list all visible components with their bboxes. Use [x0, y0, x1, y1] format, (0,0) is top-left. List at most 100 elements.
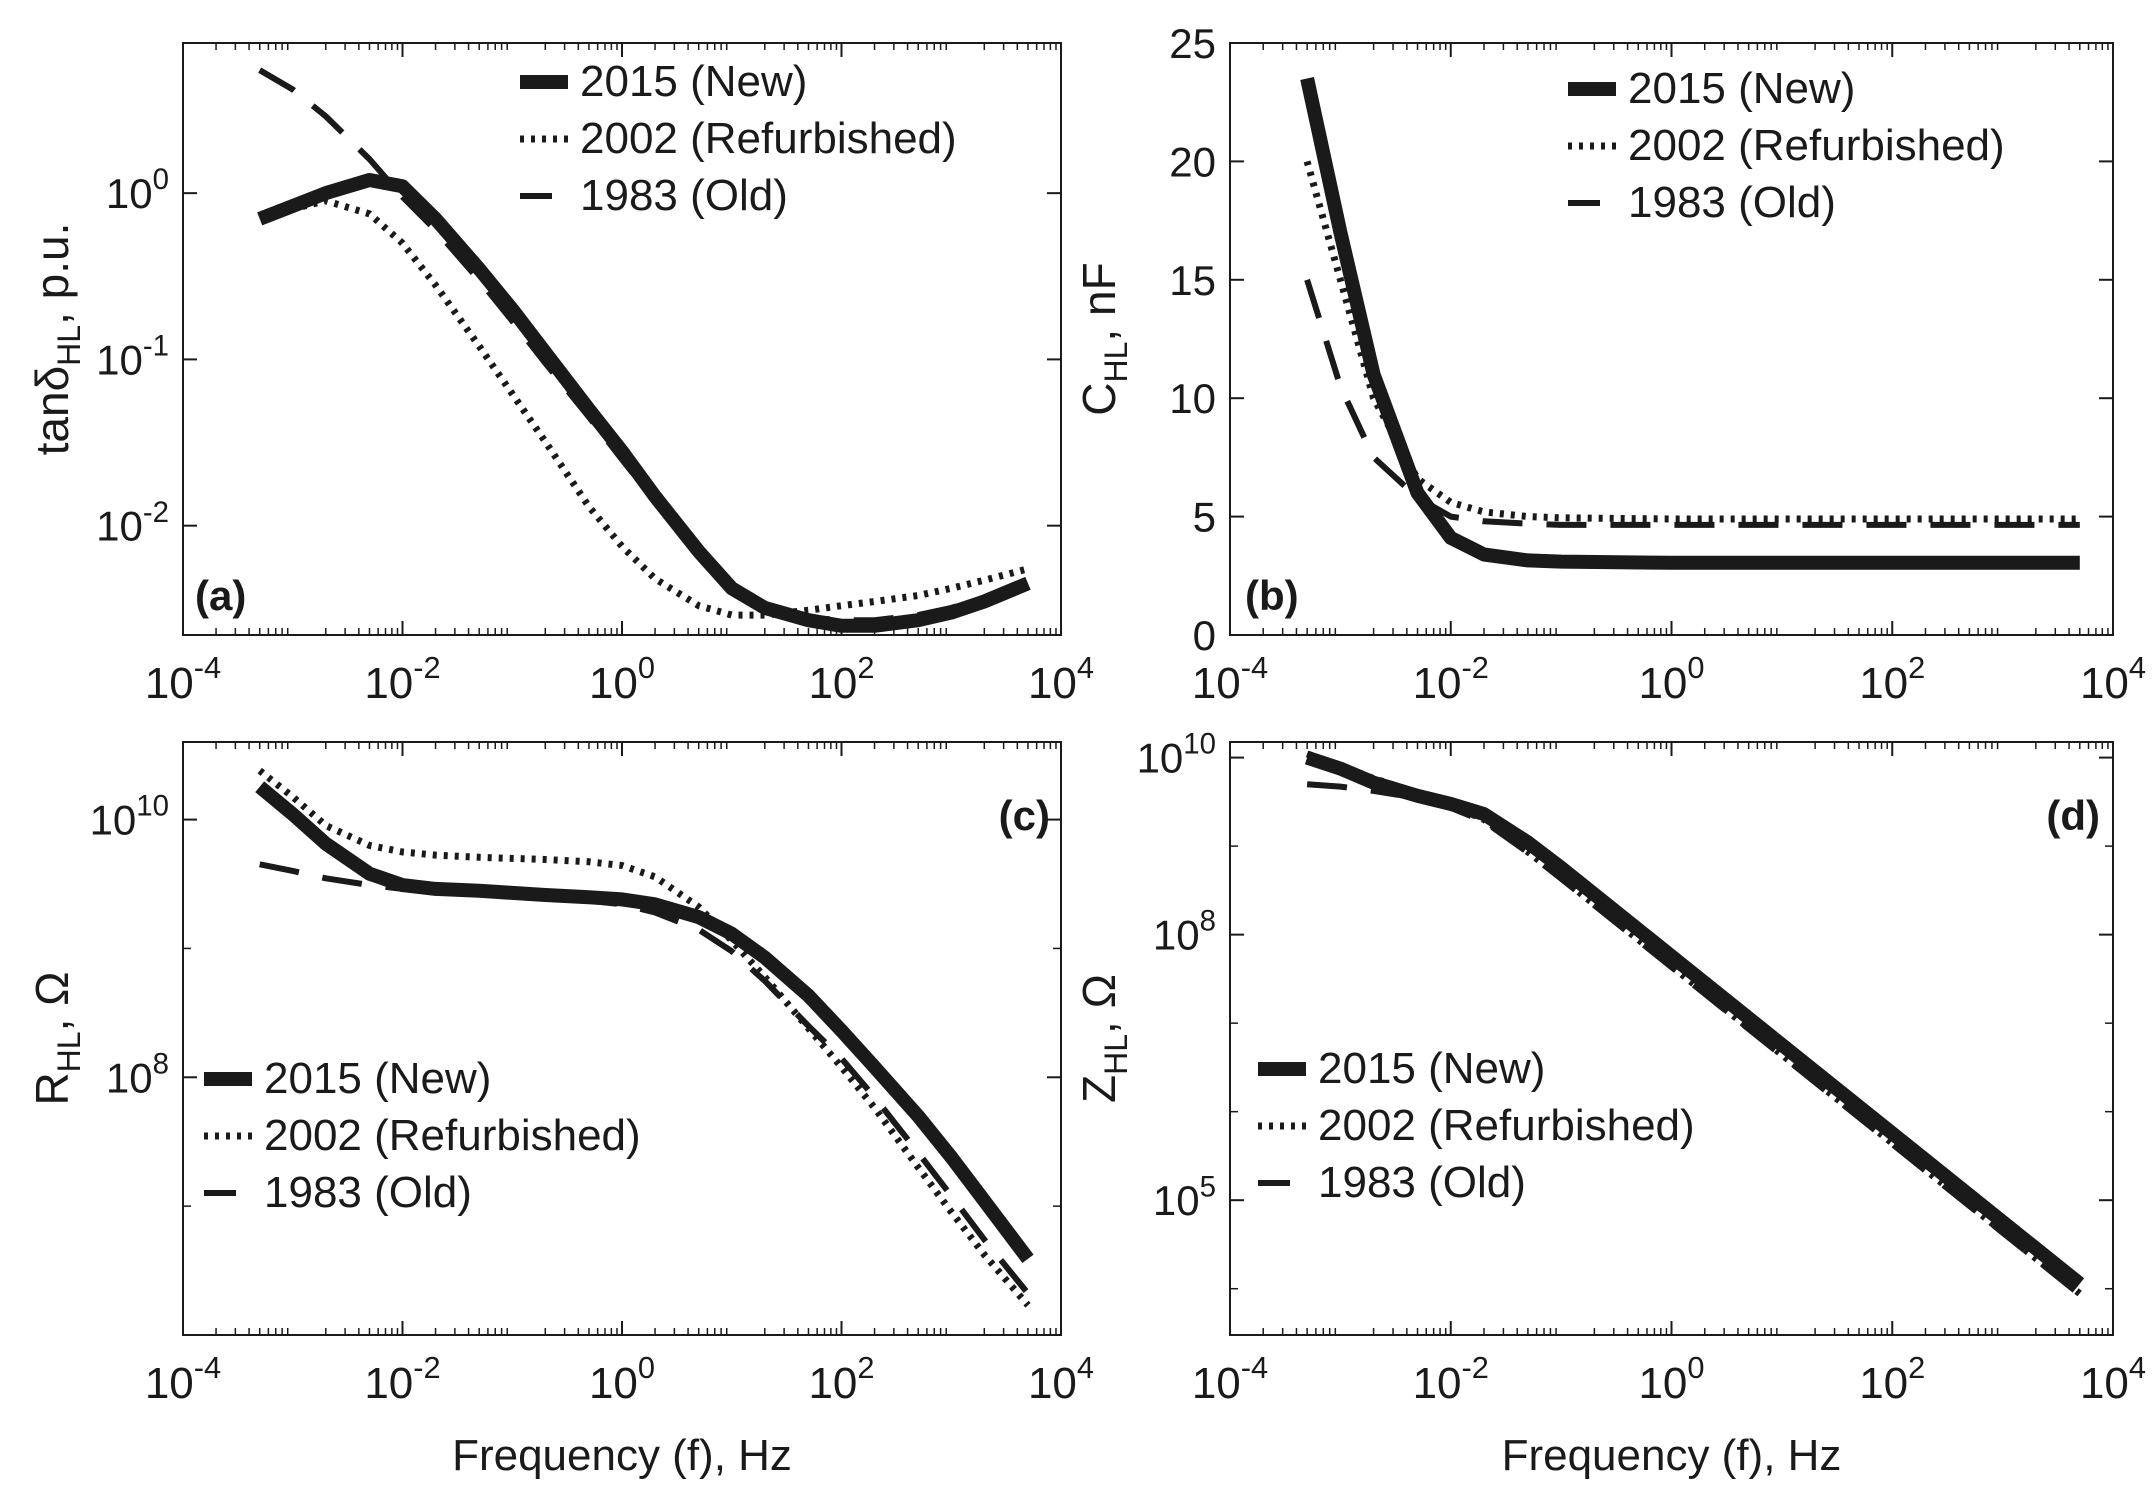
x-tick-label-base: 10	[1413, 1359, 1462, 1408]
series-group	[1304, 750, 2085, 1297]
x-tick-label-exponent: 0	[638, 650, 655, 685]
x-tick-label: 10-4	[1192, 650, 1268, 708]
x-tick-label-base: 10	[589, 1359, 638, 1408]
data-point	[653, 577, 657, 581]
series-line-solid	[1300, 77, 2080, 570]
y-axis-label-main: C	[1073, 382, 1125, 415]
x-tick-label-exponent: 2	[857, 650, 874, 685]
y-tick-label-exponent: 8	[153, 1047, 169, 1080]
y-tick-label-base: 10	[106, 1054, 153, 1101]
y-tick-label: 100	[106, 163, 169, 217]
y-tick-label: 1010	[1137, 728, 1216, 782]
data-point	[873, 1095, 877, 1099]
x-tick-label-exponent: -4	[1241, 1350, 1268, 1385]
data-point	[2078, 517, 2082, 521]
y-tick-label: 0	[1193, 612, 1216, 659]
series-group	[257, 67, 1031, 633]
series-group	[255, 767, 1034, 1308]
y-axis-label-main: R	[26, 1072, 78, 1105]
y-tick-label-base: 10	[96, 503, 143, 550]
legend-label: 2015 (New)	[1628, 64, 1855, 113]
y-tick-label: 5	[1193, 494, 1216, 541]
series-line-dotted	[257, 767, 1031, 1308]
x-axis-label: Frequency (f), Hz	[1502, 1431, 1842, 1480]
x-tick-label-exponent: 0	[1687, 1350, 1704, 1385]
y-tick-label: 25	[1169, 20, 1216, 67]
legend-label: 1983 (Old)	[1318, 1158, 1526, 1207]
data-point	[916, 1151, 920, 1155]
y-tick-label: 108	[1153, 905, 1216, 959]
y-tick-label-exponent: 0	[153, 163, 169, 196]
x-tick-label: 100	[589, 1350, 655, 1408]
data-point	[1780, 523, 1784, 527]
data-point	[982, 578, 986, 582]
y-tick-label-base: 10	[90, 797, 137, 844]
x-tick-label: 102	[808, 1350, 874, 1408]
data-point	[1338, 384, 1342, 388]
y-axis-label: CHL, nF	[1073, 262, 1134, 415]
y-tick-label: 108	[106, 1047, 169, 1101]
y-tick-label-base: 10	[106, 170, 153, 217]
x-axis-label: Frequency (f), Hz	[452, 1431, 792, 1480]
panel-label: (b)	[1245, 572, 1299, 619]
y-tick-label-base: 5	[1193, 494, 1216, 541]
y-axis-label: RHL, Ω	[26, 971, 87, 1105]
y-tick-label: 10	[1169, 375, 1216, 422]
x-tick-label-exponent: -4	[1241, 650, 1268, 685]
y-tick-label-base: 10	[1169, 375, 1216, 422]
legend-label: 2002 (Refurbished)	[580, 114, 957, 163]
x-tick-label-base: 10	[808, 1359, 857, 1408]
y-tick-label-base: 10	[1137, 735, 1184, 782]
x-tick-label-exponent: -4	[194, 650, 221, 685]
x-tick-label-exponent: 0	[638, 1350, 655, 1385]
legend-label: 2015 (New)	[1318, 1044, 1545, 1093]
x-tick-label: 100	[589, 650, 655, 708]
x-tick-label-base: 10	[2080, 659, 2129, 708]
series-group	[1300, 77, 2082, 570]
data-point	[1890, 517, 1894, 521]
data-point	[1670, 523, 1674, 527]
series-line-dashed	[1306, 781, 2082, 1297]
legend-label: 2002 (Refurbished)	[264, 1111, 641, 1160]
y-axis-label-main: tanδ	[26, 366, 78, 456]
data-point	[949, 586, 953, 590]
x-tick-label: 104	[2080, 650, 2146, 708]
series-line-dashed	[258, 67, 1030, 624]
series-line-dashed	[1304, 278, 2080, 528]
x-tick-label-base: 10	[1638, 1359, 1687, 1408]
legend-label: 1983 (Old)	[580, 171, 788, 220]
y-tick-label-base: 25	[1169, 20, 1216, 67]
y-tick-label: 10-2	[96, 496, 169, 550]
x-tick-label: 10-2	[1413, 650, 1489, 708]
data-point	[1526, 515, 1530, 519]
legend: 2015 (New) 2002 (Refurbished) 1983 (Old)	[204, 1054, 641, 1217]
panel-label: (a)	[195, 572, 246, 619]
x-tick-label-base: 10	[1638, 659, 1687, 708]
data-point	[1026, 1291, 1030, 1295]
x-tick-label: 100	[1638, 1350, 1704, 1408]
data-point	[949, 1194, 953, 1198]
data-point	[1526, 522, 1530, 526]
series-line-solid	[255, 781, 1034, 1264]
y-tick-label-exponent: 5	[1200, 1170, 1216, 1203]
y-axis-label-main: Z	[1073, 1075, 1125, 1103]
x-tick-label-exponent: 2	[1908, 650, 1925, 685]
y-tick-label-exponent: 10	[136, 790, 169, 823]
x-tick-label: 104	[1028, 1350, 1094, 1408]
x-tick-label: 10-4	[145, 650, 221, 708]
y-tick-label: 105	[1153, 1170, 1216, 1224]
data-point	[840, 1065, 844, 1069]
x-tick-label: 100	[1638, 650, 1704, 708]
series-line-dotted	[258, 197, 1029, 619]
legend-label: 2002 (Refurbished)	[1628, 121, 2005, 170]
series-line-solid	[1304, 750, 2085, 1290]
x-tick-label-exponent: 4	[1077, 650, 1094, 685]
x-tick-label: 10-4	[145, 1350, 221, 1408]
data-point	[1670, 517, 1674, 521]
panel-label: (d)	[2046, 792, 2100, 839]
data-point	[1482, 510, 1486, 514]
x-tick-label-base: 10	[589, 659, 638, 708]
